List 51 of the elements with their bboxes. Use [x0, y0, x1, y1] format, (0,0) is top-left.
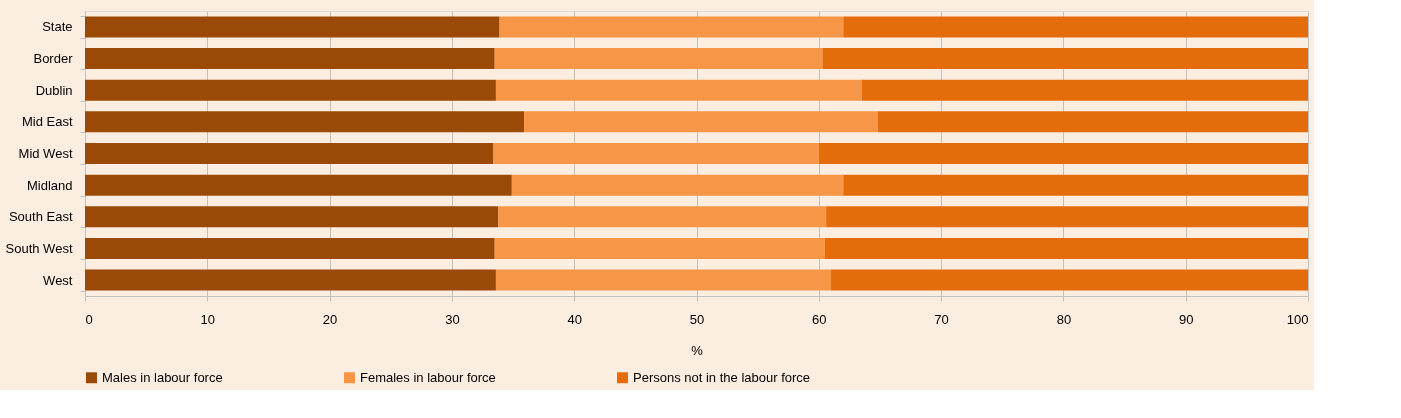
y-tick-label: South West — [5, 240, 73, 256]
bar — [85, 206, 499, 228]
x-tick-label: 10 — [200, 311, 216, 327]
x-tick-label: 90 — [1178, 311, 1194, 327]
x-tick-label: 100 — [1286, 311, 1309, 327]
y-tick-label: Mid East — [21, 114, 73, 130]
legend-label: Males in labour force — [102, 369, 223, 385]
bar — [85, 143, 494, 164]
y-tick-label: Border — [33, 51, 74, 67]
y-tick-label: South East — [8, 209, 73, 225]
y-tick-label: West — [43, 272, 73, 288]
bar — [493, 143, 819, 164]
bar — [498, 206, 827, 228]
bar — [85, 79, 496, 101]
x-tick-label: 20 — [322, 311, 338, 327]
y-tick-label: Midland — [26, 177, 73, 193]
bar — [494, 237, 825, 259]
bar — [824, 237, 1308, 259]
x-tick-label: 50 — [689, 311, 705, 327]
bar — [822, 48, 1308, 70]
bar — [494, 48, 823, 70]
bar — [499, 16, 844, 38]
x-tick-label: 30 — [445, 311, 460, 327]
bar — [85, 269, 496, 291]
y-tick-label: State — [42, 19, 73, 35]
legend-label: Females in labour force — [360, 369, 496, 385]
bar — [85, 16, 500, 38]
bar — [861, 79, 1308, 101]
x-axis-title: % — [691, 342, 704, 358]
y-tick-label: Dublin — [35, 82, 73, 98]
bar — [85, 174, 512, 196]
bar — [524, 111, 878, 133]
bar — [85, 111, 525, 133]
x-tick-label: 60 — [812, 311, 827, 327]
legend-label: Persons not in the labour force — [633, 369, 811, 385]
bar — [843, 174, 1308, 196]
x-tick-label: 80 — [1056, 311, 1072, 327]
bar — [877, 111, 1308, 133]
x-tick-label: 0 — [85, 311, 93, 327]
bar — [85, 48, 495, 70]
bar — [818, 143, 1308, 164]
bar — [495, 269, 832, 291]
bar — [843, 16, 1308, 38]
bar — [85, 237, 495, 259]
bar — [826, 206, 1308, 228]
x-tick-label: 40 — [567, 311, 582, 327]
x-tick-label: 70 — [934, 311, 949, 327]
bar — [495, 79, 862, 101]
bar — [831, 269, 1308, 291]
bar — [511, 174, 844, 196]
y-tick-label: Mid West — [18, 146, 73, 161]
